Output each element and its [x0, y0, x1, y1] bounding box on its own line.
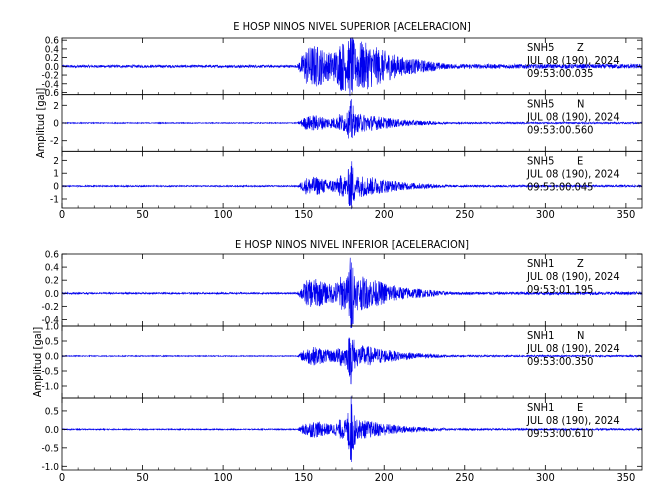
- component-label: E: [577, 154, 583, 167]
- y-tick-label: 1: [53, 169, 59, 180]
- y-tick-label: 0.0: [45, 289, 60, 300]
- x-tick-label: 0: [59, 208, 65, 221]
- y-tick-label: -1.0: [41, 462, 59, 473]
- seismogram-panel-1: E HOSP NINOS NIVEL SUPERIOR [ACELERACION…: [34, 20, 643, 221]
- x-tick-label: 350: [616, 208, 635, 221]
- station-label: SNH5: [527, 41, 554, 54]
- y-tick-label: 0.5: [45, 406, 59, 417]
- y-tick-label: 0: [53, 182, 59, 193]
- station-label: SNH1: [527, 257, 554, 270]
- y-tick-label: 2: [53, 101, 59, 112]
- y-tick-label: -0.4: [41, 79, 59, 90]
- waveform-line: [61, 337, 643, 385]
- component-label: N: [577, 329, 584, 342]
- x-tick-label: 300: [536, 208, 555, 221]
- y-tick-label: 0.2: [45, 53, 59, 64]
- x-tick-label: 250: [455, 471, 474, 484]
- component-label: E: [577, 401, 583, 414]
- y-tick-label: -0.4: [41, 315, 59, 326]
- waveform-line: [61, 161, 643, 210]
- x-tick-label: 100: [214, 471, 233, 484]
- time-label: 09:53:01.195: [527, 283, 593, 296]
- y-tick-label: -1: [50, 194, 59, 205]
- y-tick-label: 0.0: [45, 352, 60, 363]
- y-tick-label: 2: [53, 156, 59, 167]
- y-tick-label: -0.6: [41, 88, 59, 99]
- station-label: SNH5: [527, 154, 554, 167]
- time-label: 09:53:00.350: [527, 355, 593, 368]
- y-tick-label: 0.4: [45, 263, 60, 274]
- date-label: JUL 08 (190), 2024: [526, 414, 620, 427]
- y-tick-label: 1.0: [45, 322, 60, 333]
- y-tick-label: -2: [50, 136, 59, 147]
- time-label: 09:53:00.610: [527, 427, 593, 440]
- y-tick-label: -1.0: [41, 382, 59, 393]
- x-tick-label: 200: [375, 208, 394, 221]
- station-label: SNH5: [527, 98, 554, 111]
- waveform-line: [61, 396, 643, 462]
- y-tick-label: 0.0: [45, 62, 60, 73]
- waveform-line: [61, 99, 643, 139]
- component-label: N: [577, 98, 584, 111]
- component-label: Z: [577, 41, 584, 54]
- x-tick-label: 100: [214, 208, 233, 221]
- waveform-line: [61, 257, 643, 328]
- x-tick-label: 250: [455, 208, 474, 221]
- waveform-line: [61, 37, 643, 97]
- time-label: 09:53:00.045: [527, 180, 593, 193]
- seismogram-panel-2: E HOSP NINOS NIVEL INFERIOR [ACELERACION…: [31, 238, 643, 484]
- y-tick-label: 0.4: [45, 44, 60, 55]
- component-label: Z: [577, 257, 584, 270]
- date-label: JUL 08 (190), 2024: [526, 167, 620, 180]
- x-tick-label: 150: [294, 208, 313, 221]
- y-tick-label: 0.6: [45, 250, 60, 261]
- x-tick-label: 150: [294, 471, 313, 484]
- x-tick-label: 0: [59, 471, 65, 484]
- chart-title: E HOSP NINOS NIVEL SUPERIOR [ACELERACION…: [233, 20, 471, 33]
- y-tick-label: -0.2: [41, 71, 59, 82]
- y-axis-label: Amplitud [gal]: [31, 327, 44, 398]
- y-tick-label: 0.5: [45, 337, 59, 348]
- y-tick-label: 0.2: [45, 276, 59, 287]
- time-label: 09:53:00.560: [527, 124, 593, 137]
- y-tick-label: 0.0: [45, 425, 60, 436]
- time-label: 09:53:00.035: [527, 67, 593, 80]
- y-axis-label: Amplitud [gal]: [34, 88, 47, 159]
- y-tick-label: -0.5: [41, 367, 59, 378]
- date-label: JUL 08 (190), 2024: [526, 54, 620, 67]
- station-label: SNH1: [527, 401, 554, 414]
- y-tick-label: 0: [53, 119, 59, 130]
- x-tick-label: 50: [136, 471, 149, 484]
- date-label: JUL 08 (190), 2024: [526, 270, 620, 283]
- y-tick-label: -0.2: [41, 302, 59, 313]
- y-tick-label: 0.6: [45, 36, 60, 47]
- date-label: JUL 08 (190), 2024: [526, 111, 620, 124]
- x-tick-label: 300: [536, 471, 555, 484]
- x-tick-label: 200: [375, 471, 394, 484]
- chart-title: E HOSP NINOS NIVEL INFERIOR [ACELERACION…: [235, 238, 469, 251]
- x-tick-label: 50: [136, 208, 149, 221]
- date-label: JUL 08 (190), 2024: [526, 342, 620, 355]
- station-label: SNH1: [527, 329, 554, 342]
- x-tick-label: 350: [616, 471, 635, 484]
- y-tick-label: -0.5: [41, 443, 59, 454]
